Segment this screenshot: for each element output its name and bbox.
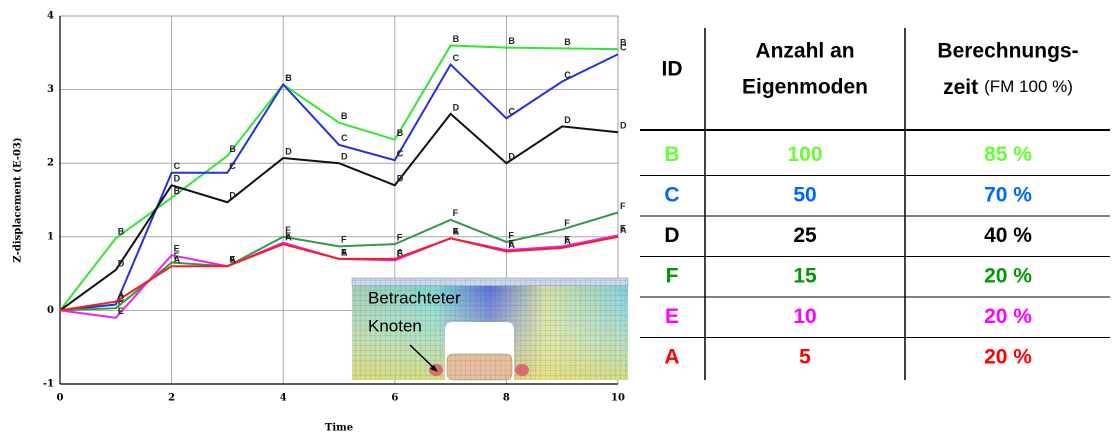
point-letter: D <box>285 146 292 156</box>
point-letter: F <box>453 208 459 218</box>
series-line <box>60 54 618 310</box>
table-cell: E <box>665 305 679 328</box>
table-cell: 25 <box>793 224 817 247</box>
point-letter: D <box>620 121 627 131</box>
point-letter: B <box>564 37 571 47</box>
point-letter: A <box>341 247 348 257</box>
page: -1012340246810TimeZ-displacement (E-03)B… <box>0 0 1115 435</box>
table-cell: 20 % <box>984 264 1032 287</box>
point-letter: D <box>508 152 515 162</box>
table-cell: 40 % <box>984 224 1032 247</box>
table-cell: 5 <box>799 345 811 368</box>
table-cell: 70 % <box>984 183 1032 206</box>
table-cell: 10 <box>793 305 816 328</box>
annotation: Knoten <box>368 316 422 335</box>
table-cell: 50 <box>793 183 816 206</box>
point-letter: A <box>229 255 236 265</box>
table-cell: 15 <box>793 264 817 287</box>
y-tick-label: 0 <box>47 305 54 316</box>
point-letter: B <box>397 128 404 138</box>
point-letter: F <box>620 201 626 211</box>
point-letter: A <box>508 240 515 250</box>
point-letter: A <box>564 236 571 246</box>
x-tick-label: 2 <box>168 393 175 404</box>
point-letter: C <box>229 161 236 171</box>
point-letter: E <box>118 306 124 316</box>
table-header: (FM 100 %) <box>984 77 1073 96</box>
point-letter: C <box>564 70 571 80</box>
point-letter: A <box>118 290 125 300</box>
y-axis-label: Z-displacement (E-03) <box>13 137 24 262</box>
fe-model-inset: Betrachteter Knoten <box>352 278 628 380</box>
table-header: Anzahl an <box>755 40 854 63</box>
point-letter: D <box>229 191 236 201</box>
x-tick-label: 8 <box>503 393 510 404</box>
point-letter: D <box>118 258 125 268</box>
table-header: Berechnungs- <box>937 40 1078 63</box>
x-tick-label: 10 <box>611 393 625 404</box>
point-letter: A <box>620 225 627 235</box>
point-letter: C <box>174 161 181 171</box>
point-letter: F <box>397 233 403 243</box>
point-letter: E <box>174 244 180 254</box>
point-letter: C <box>285 73 292 83</box>
x-axis-label: Time <box>325 423 353 434</box>
point-letter: C <box>453 53 460 63</box>
y-tick-label: 1 <box>47 231 54 242</box>
table-header: zeit (FM 100 %) <box>943 76 1073 99</box>
point-letter: D <box>174 174 181 184</box>
table-header: zeit <box>943 76 978 99</box>
point-letter: D <box>341 152 348 162</box>
y-tick-label: 2 <box>47 158 54 169</box>
table-cell: A <box>664 345 679 368</box>
point-letter: A <box>397 247 404 257</box>
table-header: Eigenmoden <box>742 76 868 99</box>
point-letter: B <box>229 144 236 154</box>
point-letter: F <box>341 235 347 245</box>
point-letter: B <box>453 34 460 44</box>
table-header: ID <box>662 58 683 81</box>
table-cell: 100 <box>787 143 822 166</box>
point-letter: B <box>118 227 125 237</box>
x-tick-label: 6 <box>391 393 398 404</box>
table-cell: C <box>664 183 679 206</box>
point-letter: D <box>453 102 460 112</box>
annotation: Betrachteter <box>368 288 461 307</box>
table-cell: B <box>664 143 679 166</box>
point-letter: C <box>341 133 348 143</box>
table-cell: 20 % <box>984 345 1032 368</box>
point-letter: C <box>397 149 404 159</box>
table-cell: 20 % <box>984 305 1032 328</box>
table-cell: 85 % <box>984 143 1032 166</box>
point-letter: D <box>564 115 571 125</box>
point-letter: C <box>508 107 515 117</box>
series-line <box>60 45 618 310</box>
point-letter: F <box>564 218 570 228</box>
x-tick-label: 4 <box>280 393 287 404</box>
y-tick-label: 3 <box>47 84 54 95</box>
y-tick-label: -1 <box>43 379 54 390</box>
point-letter: C <box>620 43 627 53</box>
y-tick-label: 4 <box>47 11 54 22</box>
x-tick-label: 0 <box>57 393 64 404</box>
point-letter: A <box>174 255 181 265</box>
table-cell: F <box>666 264 679 287</box>
point-letter: D <box>397 174 404 184</box>
point-letter: B <box>508 36 515 46</box>
point-letter: A <box>453 227 460 237</box>
table: ID Anzahl an Eigenmoden Berechnungs-zeit (FM… <box>640 28 1110 380</box>
point-letter: A <box>285 233 292 243</box>
table-cell: D <box>664 224 679 247</box>
point-letter: B <box>341 111 348 121</box>
